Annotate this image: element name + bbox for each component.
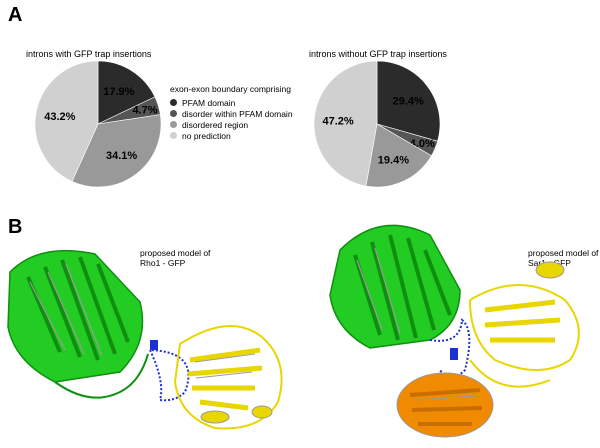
linker [149, 349, 190, 402]
fused-protein-domain [396, 372, 494, 438]
legend: exon-exon boundary comprising PFAM domai… [170, 84, 293, 141]
pie-chart-left: 17.9% 4.7% 34.1% 43.2% [34, 60, 162, 188]
pie-title-right: introns without GFP trap insertions [309, 49, 447, 59]
pie-data-label: 4.7% [132, 105, 157, 117]
legend-item-pfam: PFAM domain [170, 97, 293, 108]
rho1-domain [173, 325, 283, 430]
pie-slice [376, 60, 441, 142]
legend-label: PFAM domain [182, 97, 236, 108]
gfp-barrel [7, 249, 149, 399]
gfp-barrel [329, 224, 461, 349]
pie-slice [313, 60, 378, 187]
pie-slice [34, 60, 99, 182]
legend-swatch [170, 121, 177, 128]
legend-swatch [170, 99, 177, 106]
pie-data-label: 34.1% [106, 150, 137, 162]
legend-title: exon-exon boundary comprising [170, 84, 291, 94]
pie-title-left: introns with GFP trap insertions [26, 49, 152, 59]
linker-junction [450, 348, 458, 360]
legend-swatch [170, 110, 177, 117]
model-label-line: Rho1 - GFP [140, 258, 186, 268]
legend-label: disorder within PFAM domain [182, 108, 293, 119]
legend-item-no-prediction: no prediction [170, 130, 293, 141]
pie-data-label: 19.4% [378, 154, 409, 166]
model-label-line: proposed model of [140, 248, 211, 258]
pie-data-label: 47.2% [322, 116, 353, 128]
model-label-line: proposed model of [528, 248, 599, 258]
model-label-rho1: proposed model of Rho1 - GFP [140, 248, 210, 268]
protein-model-sar1-gfp [329, 224, 580, 438]
panel-label-a: A [8, 4, 23, 26]
legend-item-disordered-region: disordered region [170, 119, 293, 130]
pie-data-label: 43.2% [44, 111, 75, 123]
pie-chart-right: 29.4%4.0%19.4%47.2% [313, 60, 441, 188]
legend-label: disordered region [182, 119, 249, 130]
pie-data-label: 17.9% [103, 86, 134, 98]
pie-slice [97, 60, 156, 125]
legend-swatch [170, 132, 177, 139]
protein-model-rho1-gfp [7, 249, 283, 430]
legend-label: no prediction [182, 130, 231, 141]
pie-slice [365, 123, 432, 188]
linker-junction [150, 340, 158, 350]
panel-label-b: B [8, 216, 23, 238]
legend-item-disorder-within-pfam: disorder within PFAM domain [170, 108, 293, 119]
pie-data-label: 29.4% [393, 95, 424, 107]
sar1-domain [469, 261, 580, 388]
